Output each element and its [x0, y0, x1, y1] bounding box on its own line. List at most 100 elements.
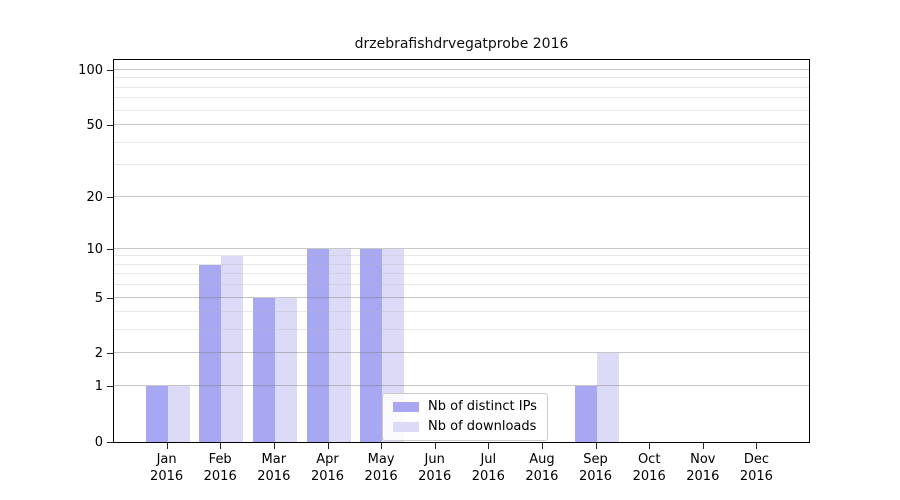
bar-distinct-ips-mar	[252, 297, 275, 442]
gridline-80	[114, 86, 809, 88]
x-tick-label-jul: Jul 2016	[456, 451, 520, 485]
x-tick-label-jun: Jun 2016	[403, 451, 467, 485]
gridline-10	[114, 247, 809, 249]
gridline-5	[114, 296, 809, 298]
gridline-70	[114, 97, 809, 99]
x-tick-label-dec: Dec 2016	[724, 451, 788, 485]
x-tick-month: Dec	[743, 452, 769, 467]
x-tick-may	[381, 443, 383, 449]
bar-distinct-ips-apr	[306, 248, 329, 442]
gridline-7	[114, 273, 809, 275]
gridline-1	[114, 385, 809, 387]
x-tick-year: 2016	[525, 469, 559, 484]
x-tick-aug	[541, 443, 543, 449]
x-tick-month: Apr	[316, 452, 339, 467]
x-tick-label-nov: Nov 2016	[671, 451, 735, 485]
legend-item-downloads: Nb of downloads	[393, 420, 537, 434]
bar-distinct-ips-sep	[574, 386, 597, 442]
legend-label-distinct-ips: Nb of distinct IPs	[428, 399, 537, 414]
x-tick-label-oct: Oct 2016	[617, 451, 681, 485]
bar-downloads-jan	[167, 386, 190, 442]
legend-swatch-distinct-ips	[393, 402, 419, 412]
gridline-30	[114, 164, 809, 166]
bar-distinct-ips-jan	[145, 386, 168, 442]
y-tick-label-1: 1	[94, 379, 103, 395]
x-tick-month: Feb	[208, 452, 232, 467]
y-tick-label-2: 2	[94, 346, 103, 362]
gridline-90	[114, 77, 809, 79]
x-tick-month: Sep	[583, 452, 608, 467]
x-tick-label-apr: Apr 2016	[296, 451, 360, 485]
y-tick-label-50: 50	[86, 118, 103, 134]
x-tick-year: 2016	[632, 469, 666, 484]
y-tick-label-5: 5	[94, 290, 103, 306]
legend-swatch-downloads	[393, 422, 419, 432]
x-tick-feb	[220, 443, 222, 449]
plot-area: Nb of distinct IPs Nb of downloads	[113, 59, 810, 443]
legend: Nb of distinct IPs Nb of downloads	[382, 393, 548, 441]
x-tick-month: Nov	[690, 452, 716, 467]
x-tick-label-may: May 2016	[349, 451, 413, 485]
y-tick-label-0: 0	[94, 435, 103, 450]
gridline-8	[114, 263, 809, 265]
y-tick-20	[107, 196, 113, 198]
bar-distinct-ips-may	[360, 248, 383, 442]
x-tick-month: Mar	[261, 452, 287, 467]
x-tick-year: 2016	[257, 469, 291, 484]
chart-title: drzebrafishdrvegatprobe 2016	[354, 36, 569, 52]
x-tick-year: 2016	[203, 469, 237, 484]
bar-distinct-ips-feb	[199, 264, 222, 442]
x-tick-month: Oct	[637, 452, 661, 467]
y-tick-50	[107, 125, 113, 127]
x-tick-dec	[756, 443, 758, 449]
gridline-40	[114, 141, 809, 143]
x-tick-year: 2016	[150, 469, 184, 484]
x-tick-apr	[327, 443, 329, 449]
x-tick-month: Aug	[529, 452, 555, 467]
x-tick-year: 2016	[686, 469, 720, 484]
gridline-2	[114, 352, 809, 354]
y-tick-2	[107, 353, 113, 355]
gridline-9	[114, 255, 809, 257]
x-tick-year: 2016	[364, 469, 398, 484]
x-tick-jan	[166, 443, 168, 449]
bar-downloads-sep	[596, 353, 619, 442]
y-tick-5	[107, 297, 113, 299]
x-tick-month: May	[367, 452, 395, 467]
legend-label-downloads: Nb of downloads	[428, 419, 537, 434]
y-tick-label-100: 100	[78, 63, 103, 78]
x-tick-oct	[649, 443, 651, 449]
x-tick-jun	[434, 443, 436, 449]
y-tick-10	[107, 248, 113, 250]
x-tick-label-aug: Aug 2016	[510, 451, 574, 485]
y-tick-1	[107, 386, 113, 388]
gridline-6	[114, 284, 809, 286]
x-tick-jul	[488, 443, 490, 449]
gridline-20	[114, 195, 809, 197]
x-tick-label-feb: Feb 2016	[188, 451, 252, 485]
gridline-4	[114, 311, 809, 313]
y-tick-100	[107, 70, 113, 71]
x-tick-year: 2016	[578, 469, 613, 484]
bar-downloads-apr	[328, 248, 351, 442]
y-tick-label-20: 20	[86, 189, 103, 205]
x-tick-label-jan: Jan 2016	[135, 451, 199, 485]
x-tick-year: 2016	[310, 469, 345, 484]
gridline-100	[114, 69, 809, 70]
gridline-3	[114, 329, 809, 331]
x-tick-mar	[273, 443, 275, 449]
bar-downloads-feb	[221, 256, 244, 442]
x-tick-month: Jun	[424, 452, 445, 467]
grid-layer	[114, 60, 809, 442]
x-tick-month: Jul	[480, 452, 497, 467]
legend-item-distinct-ips: Nb of distinct IPs	[393, 400, 537, 414]
x-tick-year: 2016	[471, 469, 505, 484]
y-tick-0	[107, 442, 113, 443]
bars-layer	[114, 60, 809, 442]
x-tick-month: Jan	[156, 452, 177, 467]
x-tick-label-sep: Sep 2016	[564, 451, 628, 485]
gridline-50	[114, 124, 809, 126]
x-tick-nov	[702, 443, 704, 449]
bar-downloads-mar	[274, 297, 297, 442]
